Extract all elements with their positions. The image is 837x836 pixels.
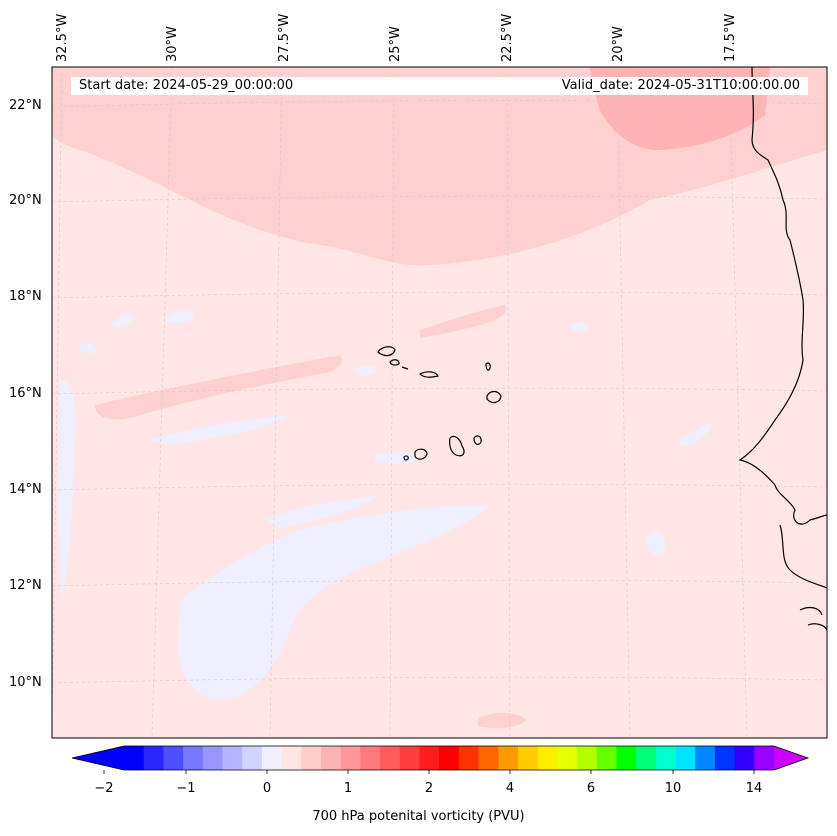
colorbar-tick-label: 4	[505, 781, 515, 796]
colorbar-tick-label: 10	[664, 781, 682, 796]
lon-label: 32.5°W	[55, 13, 70, 62]
island-santa-luzia	[401, 366, 409, 370]
colorbar-tick-label: 6	[586, 781, 596, 796]
colorbar-segment	[478, 746, 499, 770]
colorbar-tick-label: 14	[745, 781, 763, 796]
colorbar-segment	[301, 746, 322, 770]
pv-region-lavender-mid	[265, 495, 380, 528]
colorbar-segment	[163, 746, 184, 770]
colorbar-title: 700 hPa potenital vorticity (PVU)	[312, 809, 525, 824]
pv-region-lavender-east2	[645, 531, 666, 556]
colorbar-tick-label: −2	[94, 781, 114, 796]
africa-coastline-south	[779, 524, 828, 631]
colorbar-segment	[183, 746, 204, 770]
colorbar-segment	[636, 746, 657, 770]
graticule	[51, 66, 828, 739]
colorbar-segment	[399, 746, 420, 770]
pv-region-lavender-small3	[78, 342, 97, 354]
colorbar-segment	[281, 746, 302, 770]
colorbar-segment	[557, 746, 578, 770]
lat-label: 20°N	[9, 193, 42, 208]
colorbar-segment	[380, 746, 401, 770]
lat-label: 18°N	[9, 289, 42, 304]
pv-region-lavender-small4	[355, 365, 377, 376]
colorbar-segment	[577, 746, 598, 770]
lon-label: 25°W	[388, 26, 403, 62]
colorbar-segment	[439, 746, 460, 770]
pv-region-lavender-small2	[110, 314, 134, 328]
island-santo-antao	[377, 346, 396, 357]
pv-region-diagonal-band	[95, 355, 342, 420]
colorbar-segment	[202, 746, 223, 770]
colorbar-segment	[695, 746, 716, 770]
start-date-label: Start date: 2024-05-29_00:00:00	[79, 78, 294, 93]
lon-label: 17.5°W	[723, 13, 738, 62]
lon-label: 20°W	[611, 26, 626, 62]
colorbar-segment	[596, 746, 617, 770]
colorbar-segment	[419, 746, 440, 770]
valid-date-label: Valid_date: 2024-05-31T10:00:00.00	[561, 78, 800, 93]
island-sao-nicolau	[418, 371, 439, 378]
colorbar-segment	[675, 746, 696, 770]
colorbar-segment	[242, 746, 263, 770]
colorbar-segment	[517, 746, 539, 770]
island-fogo	[414, 448, 428, 460]
colorbar-tick-label: −1	[176, 781, 196, 796]
island-maio	[473, 435, 482, 445]
lat-label: 16°N	[9, 386, 42, 401]
coastlines	[377, 66, 828, 631]
colorbar-segment	[616, 746, 637, 770]
lat-label: 12°N	[9, 578, 42, 593]
island-santiago	[449, 435, 465, 457]
colorbar-tick-label: 0	[262, 781, 272, 796]
island-sal	[485, 362, 491, 371]
colorbar-segment	[360, 746, 381, 770]
map-frame	[51, 66, 828, 739]
lon-label: 22.5°W	[500, 13, 515, 62]
lat-label: 22°N	[9, 98, 42, 113]
colorbar-segment	[714, 746, 736, 770]
pv-region-lavender-islands	[375, 452, 420, 465]
colorbar-segment	[655, 746, 677, 770]
date-info-box: Start date: 2024-05-29_00:00:00 Valid_da…	[71, 77, 808, 95]
island-boa-vista	[486, 390, 502, 404]
pv-region-lavender-small1	[165, 310, 196, 324]
pv-region-lavender-east	[680, 423, 712, 446]
colorbar-extend-over	[774, 746, 808, 770]
pv-region-lavender-small5	[570, 322, 589, 333]
lon-label: 30°W	[165, 26, 180, 62]
colorbar-segment	[261, 746, 283, 770]
pv-region-diagonal-band-2	[420, 305, 507, 338]
pv-region-lavender-strip	[150, 415, 290, 445]
colorbar-segment	[537, 746, 558, 770]
pv-region-lavender-west	[58, 379, 76, 600]
lon-label: 27.5°W	[277, 13, 292, 62]
colorbar	[71, 745, 810, 774]
lat-label: 10°N	[9, 675, 42, 690]
colorbar-extend-under	[72, 746, 124, 770]
colorbar-outline	[71, 745, 810, 771]
colorbar-segment	[143, 746, 164, 770]
island-brava	[403, 455, 409, 461]
island-sao-vicente	[389, 359, 400, 366]
colorbar-segment	[222, 746, 243, 770]
africa-coastline	[738, 66, 828, 525]
pv-region-lavender-large	[178, 505, 490, 701]
colorbar-tick-label: 1	[343, 781, 353, 796]
colorbar-segment	[340, 746, 361, 770]
colorbar-segment	[320, 746, 342, 770]
colorbar-segment	[498, 746, 519, 770]
colorbar-segment	[734, 746, 755, 770]
colorbar-segment	[124, 746, 145, 770]
colorbar-segment	[458, 746, 480, 770]
colorbar-segment	[754, 746, 775, 770]
colorbar-tick-label: 2	[424, 781, 434, 796]
lat-label: 14°N	[9, 482, 42, 497]
pv-region-south-blob	[478, 712, 526, 728]
